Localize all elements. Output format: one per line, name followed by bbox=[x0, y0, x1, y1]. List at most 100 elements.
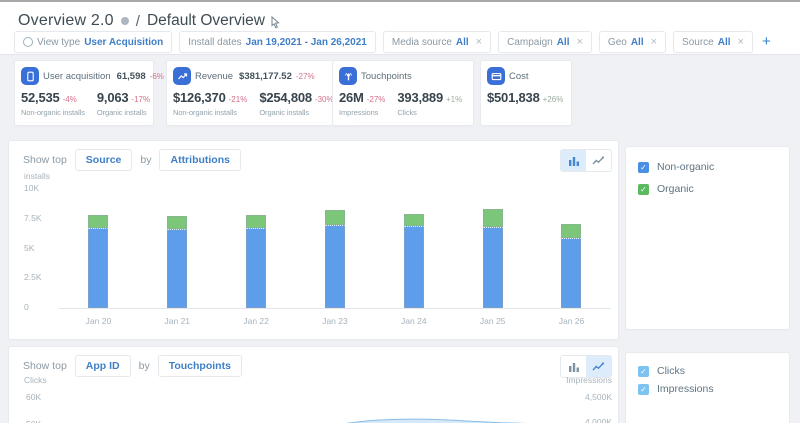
header-bar: Overview 2.0 / Default Overview View typ… bbox=[0, 2, 800, 54]
kpi-card-revenue: Revenue $381,177.52 -27% $126,370 -21% N… bbox=[166, 60, 356, 126]
credit-card-icon bbox=[487, 67, 505, 85]
y-tick-label: 7.5K bbox=[24, 213, 42, 223]
app-screen: Overview 2.0 / Default Overview View typ… bbox=[0, 0, 800, 423]
kpi-card-touchpoints: Touchpoints 26M -27% Impressions 393,889… bbox=[332, 60, 474, 126]
impressions-checkbox[interactable]: ✓ bbox=[638, 384, 649, 395]
by-label: by bbox=[140, 154, 151, 166]
page-title: Overview 2.0 bbox=[18, 12, 114, 30]
installs-chart-card: Show top Source by Attributions installs… bbox=[8, 140, 619, 340]
stacked-bar-jan-25[interactable] bbox=[483, 209, 503, 308]
info-icon[interactable] bbox=[121, 17, 129, 25]
mobile-icon bbox=[21, 67, 39, 85]
campaign-filter-chip[interactable]: Campaign All × bbox=[498, 31, 592, 53]
measure-select[interactable]: Attributions bbox=[159, 149, 241, 171]
bar-segment-organic[interactable] bbox=[88, 215, 108, 228]
media-source-filter-chip[interactable]: Media source All × bbox=[383, 31, 491, 53]
organic-checkbox[interactable]: ✓ bbox=[638, 184, 649, 195]
x-tick-label: Jan 25 bbox=[476, 316, 510, 326]
kpi-total-change: -6% bbox=[150, 72, 164, 81]
bar-segment-non-organic[interactable] bbox=[404, 226, 424, 308]
bar-segment-non-organic[interactable] bbox=[483, 227, 503, 308]
show-top-label: Show top bbox=[23, 360, 67, 372]
bar-segment-non-organic[interactable] bbox=[167, 229, 187, 308]
bar-segment-organic[interactable] bbox=[167, 216, 187, 229]
view-name[interactable]: Default Overview bbox=[147, 12, 265, 30]
metric-cost: $501,838 +26% bbox=[487, 90, 563, 105]
bar-segment-non-organic[interactable] bbox=[561, 238, 581, 308]
y-tick-label: 10K bbox=[24, 183, 39, 193]
x-tick-label: Jan 20 bbox=[81, 316, 115, 326]
geo-filter-chip[interactable]: Geo All × bbox=[599, 31, 666, 53]
x-tick-label: Jan 22 bbox=[239, 316, 273, 326]
y-tick-label: 2.5K bbox=[24, 272, 42, 282]
legend-label: Organic bbox=[657, 183, 694, 195]
metric-value: 393,889 bbox=[397, 90, 443, 105]
stacked-bar-jan-21[interactable] bbox=[167, 216, 187, 308]
stacked-bar-jan-23[interactable] bbox=[325, 210, 345, 308]
bar-segment-organic[interactable] bbox=[325, 210, 345, 224]
line-chart-toggle-icon[interactable] bbox=[586, 356, 611, 377]
window-top-border bbox=[0, 0, 800, 2]
chip-label: Install dates bbox=[188, 37, 241, 48]
kpi-title: Revenue bbox=[195, 71, 233, 82]
metric-organic-revenue: $254,808 -30% Organic installs bbox=[259, 90, 333, 117]
left-axis-tick-clipped: 50K bbox=[26, 419, 41, 423]
touch-icon bbox=[339, 67, 357, 85]
remove-filter-icon[interactable]: × bbox=[738, 36, 744, 48]
chart-type-toggle bbox=[560, 149, 612, 172]
right-axis-title: Impressions bbox=[566, 375, 612, 385]
right-axis-tick-clipped: 4,000K bbox=[585, 417, 612, 423]
install-dates-chip[interactable]: Install dates Jan 19,2021 - Jan 26,2021 bbox=[179, 31, 376, 53]
bar-segment-non-organic[interactable] bbox=[325, 225, 345, 308]
bar-segment-organic[interactable] bbox=[561, 224, 581, 238]
kpi-title: Touchpoints bbox=[361, 71, 412, 82]
remove-filter-icon[interactable]: × bbox=[651, 36, 657, 48]
x-tick-label: Jan 23 bbox=[318, 316, 352, 326]
kpi-total-change: -27% bbox=[296, 72, 315, 81]
y-axis-title: installs bbox=[24, 171, 50, 181]
y-tick-label: 5K bbox=[24, 243, 34, 253]
metric-label: Non-organic installs bbox=[173, 108, 247, 117]
bar-chart-toggle-icon[interactable] bbox=[561, 150, 586, 171]
legend-label: Clicks bbox=[657, 365, 685, 377]
metric-non-organic-revenue: $126,370 -21% Non-organic installs bbox=[173, 90, 247, 117]
bar-segment-organic[interactable] bbox=[404, 214, 424, 226]
non-organic-checkbox[interactable]: ✓ bbox=[638, 162, 649, 173]
trend-up-icon bbox=[173, 67, 191, 85]
metric-change: -21% bbox=[229, 95, 248, 104]
clicks-checkbox[interactable]: ✓ bbox=[638, 366, 649, 377]
metric-value: $501,838 bbox=[487, 90, 540, 105]
installs-x-labels: Jan 20Jan 21Jan 22Jan 23Jan 24Jan 25Jan … bbox=[59, 316, 611, 326]
stacked-bar-jan-24[interactable] bbox=[404, 214, 424, 308]
show-top-label: Show top bbox=[23, 154, 67, 166]
view-type-chip[interactable]: View type User Acquisition bbox=[14, 31, 172, 53]
bar-segment-non-organic[interactable] bbox=[88, 228, 108, 308]
legend-label: Non-organic bbox=[657, 161, 714, 173]
line-chart-toggle-icon[interactable] bbox=[586, 150, 611, 171]
x-tick-label: Jan 26 bbox=[554, 316, 588, 326]
legend-item-non-organic: ✓ Non-organic bbox=[638, 161, 789, 173]
chip-value: Jan 19,2021 - Jan 26,2021 bbox=[246, 37, 367, 48]
bar-segment-organic[interactable] bbox=[246, 215, 266, 228]
stacked-bar-jan-20[interactable] bbox=[88, 215, 108, 308]
bar-chart-toggle-icon[interactable] bbox=[561, 356, 586, 377]
stacked-bar-jan-22[interactable] bbox=[246, 215, 266, 308]
stacked-bar-jan-26[interactable] bbox=[561, 224, 581, 308]
x-tick-label: Jan 24 bbox=[397, 316, 431, 326]
kpi-title: User acquisition bbox=[43, 71, 111, 82]
dimension-select[interactable]: App ID bbox=[75, 355, 131, 377]
bar-segment-organic[interactable] bbox=[483, 209, 503, 227]
remove-filter-icon[interactable]: × bbox=[576, 36, 582, 48]
touchpoints-chart-controls: Show top App ID by Touchpoints bbox=[23, 355, 242, 377]
source-filter-chip[interactable]: Source All × bbox=[673, 31, 753, 53]
chip-value: User Acquisition bbox=[84, 37, 163, 48]
measure-select[interactable]: Touchpoints bbox=[158, 355, 242, 377]
y-tick-label: 0 bbox=[24, 302, 29, 312]
installs-bars bbox=[59, 188, 611, 309]
metric-value: 26M bbox=[339, 90, 364, 105]
legend-item-impressions: ✓ Impressions bbox=[638, 383, 789, 395]
bar-segment-non-organic[interactable] bbox=[246, 228, 266, 308]
dimension-select[interactable]: Source bbox=[75, 149, 133, 171]
add-filter-button[interactable]: + bbox=[760, 32, 773, 52]
remove-filter-icon[interactable]: × bbox=[476, 36, 482, 48]
